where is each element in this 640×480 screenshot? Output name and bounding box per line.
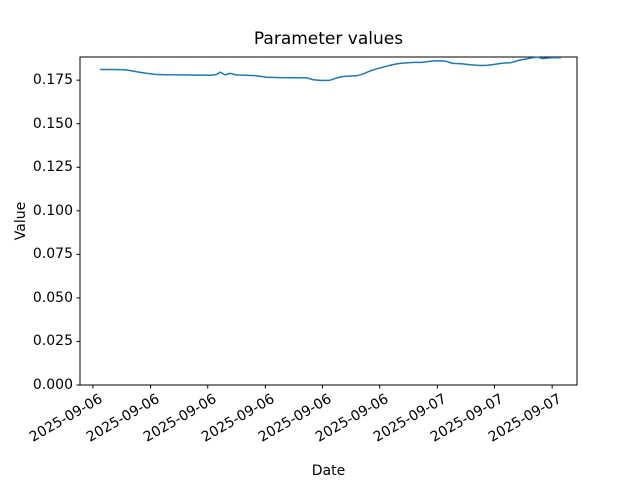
y-tick-label: 0.125 <box>32 159 73 176</box>
axes-spines <box>79 56 578 386</box>
y-tick-label: 0.025 <box>32 333 73 350</box>
y-tick-label: 0.150 <box>32 115 73 132</box>
chart-title: Parameter values <box>253 29 404 49</box>
y-tick-label: 0.175 <box>32 72 73 89</box>
y-tick-label: 0.000 <box>32 377 73 393</box>
y-tick-label: 0.100 <box>32 202 73 219</box>
y-tick-label: 0.075 <box>32 246 73 263</box>
y-tick-label: 0.050 <box>32 289 73 306</box>
series-line-parameter-values <box>99 56 562 82</box>
x-axis-label: Date <box>311 463 346 479</box>
